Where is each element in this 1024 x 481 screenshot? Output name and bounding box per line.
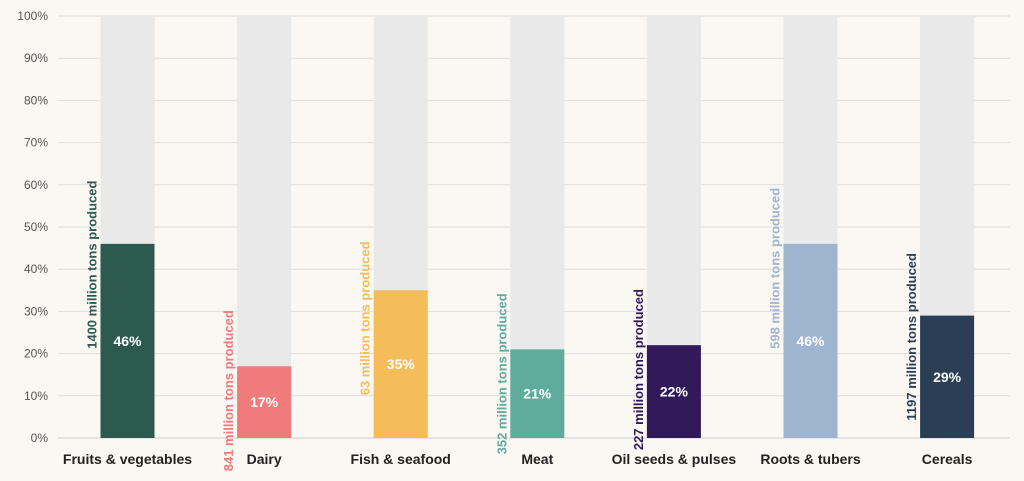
bar — [920, 315, 975, 438]
bar — [510, 349, 565, 438]
annotation-label: 841 million tons produced — [221, 310, 236, 471]
annotation-label: 352 million tons produced — [494, 293, 509, 454]
y-tick-label: 90% — [24, 51, 48, 65]
bars — [100, 243, 975, 438]
y-tick-label: 60% — [24, 178, 48, 192]
y-tick-label: 0% — [31, 431, 49, 445]
data-label: 29% — [933, 369, 962, 385]
annotation-label: 63 million tons produced — [358, 241, 373, 395]
data-label: 35% — [387, 356, 416, 372]
bar — [373, 290, 428, 438]
y-tick-label: 100% — [17, 9, 48, 23]
annotation-label: 227 million tons produced — [631, 289, 646, 450]
labels: 0% 10% 20% 30% 40% 50% 60% 70% 80% 90% 100% 46% 1400… — [17, 9, 972, 471]
bar — [237, 366, 292, 438]
y-tick-label: 70% — [24, 136, 48, 150]
x-tick-label: Fish & seafood — [351, 451, 451, 467]
data-label: 46% — [113, 333, 142, 349]
y-tick-label: 50% — [24, 220, 48, 234]
bar — [646, 345, 701, 438]
y-tick-label: 40% — [24, 262, 48, 276]
y-tick-label: 20% — [24, 347, 48, 361]
annotation-label: 1400 million tons produced — [85, 181, 100, 349]
y-tick-label: 80% — [24, 93, 48, 107]
bar — [783, 243, 838, 438]
x-tick-label: Oil seeds & pulses — [612, 451, 737, 467]
annotation-label: 598 million tons produced — [768, 188, 783, 349]
y-tick-label: 10% — [24, 389, 48, 403]
data-label: 46% — [796, 333, 825, 349]
x-tick-label: Cereals — [922, 451, 973, 467]
x-tick-label: Meat — [521, 451, 553, 467]
bar — [100, 243, 155, 438]
data-label: 17% — [250, 394, 279, 410]
y-tick-label: 30% — [24, 304, 48, 318]
x-tick-label: Fruits & vegetables — [63, 451, 192, 467]
data-label: 22% — [660, 384, 689, 400]
annotation-label: 1197 million tons produced — [904, 253, 919, 421]
data-label: 21% — [523, 386, 552, 402]
x-tick-label: Roots & tubers — [760, 451, 861, 467]
x-tick-label: Dairy — [247, 451, 282, 467]
